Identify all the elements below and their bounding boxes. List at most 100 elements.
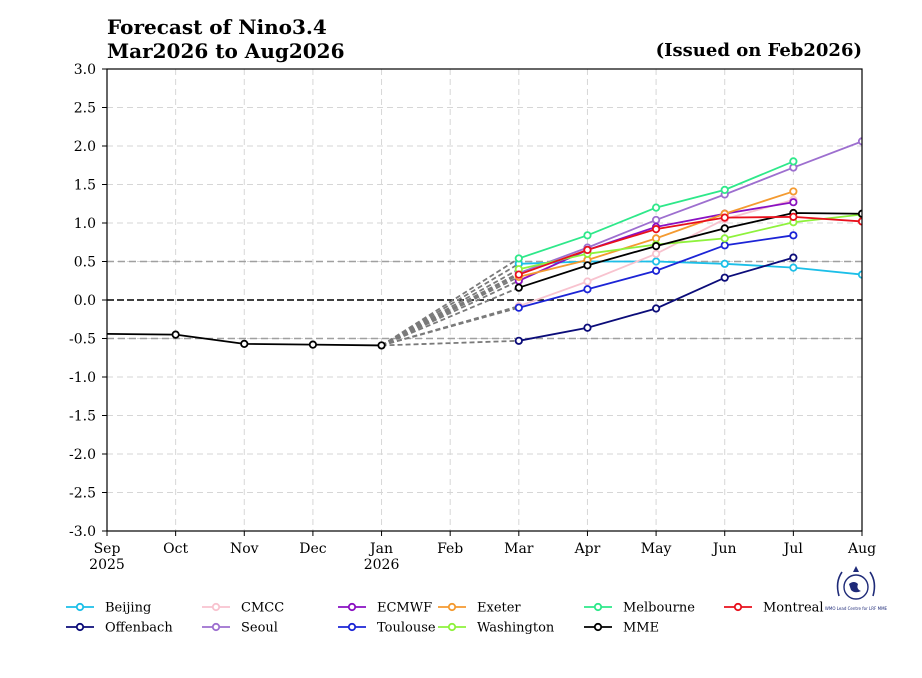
series-point-melbourne <box>651 203 661 212</box>
y-tick-label: -0.5 <box>69 332 96 348</box>
legend-item-offenbach: Offenbach <box>66 621 173 636</box>
issued-date-label: (Issued on Feb2026) <box>655 40 862 61</box>
connector-line <box>381 273 520 347</box>
y-tick-label: 2.5 <box>74 101 96 117</box>
series-point-melbourne <box>789 157 798 166</box>
series-point-exeter <box>789 187 798 196</box>
connector-line <box>381 286 520 347</box>
series-point-melbourne <box>583 231 592 240</box>
legend-swatch-marker <box>211 622 221 632</box>
y-tick-label: -2.5 <box>69 486 96 502</box>
legend-swatch-marker <box>75 622 85 632</box>
series-point-toulouse <box>651 266 661 275</box>
reference-lines <box>107 260 862 340</box>
series-point-seoul <box>651 215 661 225</box>
observed-point <box>308 340 318 349</box>
series-point-beijing <box>789 263 798 272</box>
legend-label: Washington <box>477 621 555 636</box>
logo-caption: WMO Lead Centre for LRF MME <box>825 606 888 611</box>
legend-swatch-marker <box>347 602 357 612</box>
series-line-montreal <box>518 215 862 276</box>
legend-label: ECMWF <box>377 601 432 616</box>
series-point-mme <box>651 242 661 251</box>
series-point-offenbach <box>651 304 661 313</box>
series-point-toulouse <box>583 285 592 294</box>
legend-swatch-marker <box>347 622 357 632</box>
series-point-offenbach <box>789 253 798 262</box>
y-tick-label: -1.0 <box>69 370 96 386</box>
legend-label: Melbourne <box>623 601 695 616</box>
y-tick-label: 1.0 <box>74 216 96 232</box>
series-point-toulouse <box>789 231 798 240</box>
legend-label: MME <box>623 621 659 636</box>
series-point-beijing <box>720 259 729 268</box>
chart-title-line1: Forecast of Nino3.4 <box>107 15 327 39</box>
y-tick-label: -3.0 <box>69 524 96 540</box>
x-tick-label: Apr <box>574 541 601 557</box>
x-tick-year-label: 2026 <box>364 557 400 573</box>
y-tick-label: -2.0 <box>69 447 96 463</box>
series-line-mme <box>518 212 862 289</box>
legend-swatch-marker <box>211 602 221 612</box>
y-tick-label: 1.5 <box>74 178 96 194</box>
legend-item-exeter: Exeter <box>438 601 521 616</box>
legend-item-melbourne: Melbourne <box>584 601 695 616</box>
series-point-montreal <box>651 225 661 234</box>
series-point-offenbach <box>720 273 729 282</box>
series-point-montreal <box>583 245 592 255</box>
series-point-mme <box>720 224 729 233</box>
observed-point <box>171 330 180 339</box>
forecast-series <box>514 137 862 345</box>
y-tick-label: -1.5 <box>69 409 96 425</box>
legend-item-washington: Washington <box>438 621 555 636</box>
legend-item-beijing: Beijing <box>66 601 151 616</box>
x-tick-label: Aug <box>847 541 876 557</box>
x-tick-label: Sep <box>94 541 121 557</box>
legend-item-montreal: Montreal <box>724 601 824 616</box>
series-point-mme <box>514 283 523 292</box>
x-tick-label: Jan <box>368 541 393 557</box>
series-point-toulouse <box>514 303 523 312</box>
legend-label: Offenbach <box>105 621 173 636</box>
series-point-montreal <box>514 270 523 279</box>
legend-item-toulouse: Toulouse <box>338 621 436 636</box>
series-line-seoul <box>518 140 862 274</box>
series-point-offenbach <box>514 336 523 345</box>
legend-label: Toulouse <box>377 621 436 636</box>
series-point-melbourne <box>514 254 523 263</box>
legend-swatch-marker <box>447 602 457 612</box>
legend: Beijing Offenbach CMCC Seoul ECMWF Toulouse Ex… <box>66 601 824 636</box>
y-tick-label: 2.0 <box>74 139 96 155</box>
forecast-connectors <box>381 257 520 347</box>
legend-item-cmcc: CMCC <box>202 601 284 616</box>
chart-title-line2: Mar2026 to Aug2026 <box>107 39 345 63</box>
x-tick-label: Jul <box>782 541 804 557</box>
series-point-cmcc <box>651 249 661 258</box>
legend-swatch-marker <box>593 622 603 632</box>
series-point-mme <box>583 261 592 270</box>
logo-laurel-icon <box>836 571 876 597</box>
legend-swatch-marker <box>75 602 85 612</box>
x-tick-label: Oct <box>163 541 188 557</box>
observed-point <box>377 341 386 350</box>
series-point-montreal <box>789 212 798 221</box>
series-point-ecmwf <box>789 198 798 207</box>
series-point-beijing <box>651 257 661 266</box>
x-tick-label: Feb <box>437 541 463 557</box>
axes: 3.0 2.5 2.0 1.5 1.0 0.5 0.0 -0.5 -1.0 -1.5 -2.0 -2.… <box>69 62 876 573</box>
series-point-melbourne <box>720 185 729 194</box>
x-tick-year-label: 2025 <box>89 557 125 573</box>
observed-series <box>106 330 386 350</box>
legend-item-mme: MME <box>584 621 659 636</box>
wmo-logo: WMO Lead Centre for LRF MME <box>825 566 888 611</box>
y-tick-label: 3.0 <box>74 62 96 78</box>
legend-label: Montreal <box>763 601 824 616</box>
series-point-montreal <box>720 213 729 222</box>
logo-continent-icon <box>849 582 861 593</box>
y-tick-label: 0.5 <box>74 255 96 271</box>
legend-item-ecmwf: ECMWF <box>338 601 432 616</box>
series-point-washington <box>720 234 729 243</box>
legend-label: CMCC <box>241 601 284 616</box>
legend-swatch-marker <box>733 602 743 612</box>
